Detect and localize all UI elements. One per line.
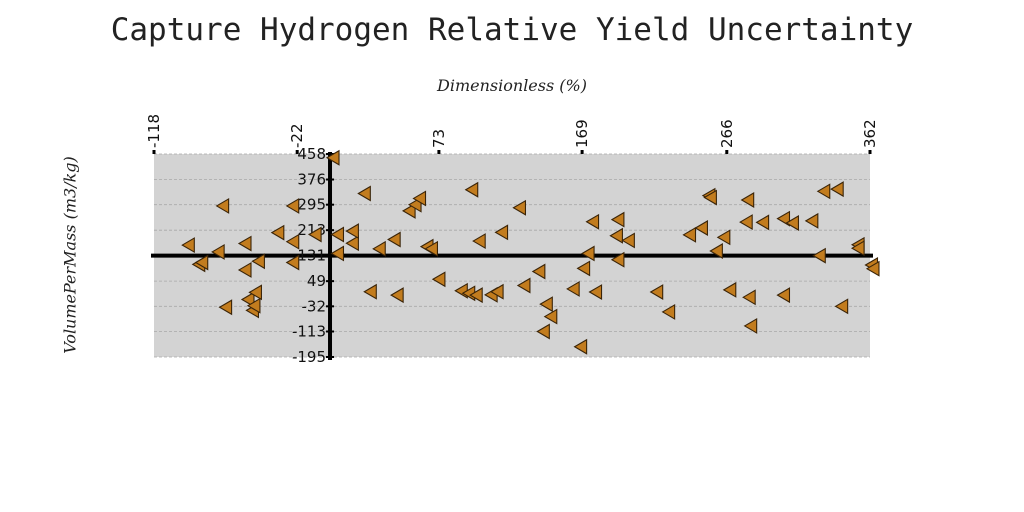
data-point: [739, 214, 753, 231]
data-point: [709, 243, 723, 259]
y-tick-label: 295: [297, 196, 326, 214]
data-point: [694, 220, 708, 236]
data-point: [285, 197, 300, 214]
y-tick-label: -195: [292, 348, 326, 366]
data-point: [330, 226, 345, 243]
data-point: [489, 283, 504, 300]
data-point: [536, 323, 550, 340]
data-point: [494, 224, 509, 241]
data-point: [516, 277, 531, 294]
data-point: [585, 213, 600, 230]
x-tick-label: -118: [145, 114, 163, 148]
data-point: [325, 149, 340, 166]
data-point: [194, 254, 209, 271]
data-point: [850, 240, 865, 257]
data-point: [345, 223, 359, 240]
data-point: [464, 181, 479, 198]
x-tick-label: 362: [861, 119, 879, 148]
data-point: [237, 261, 252, 278]
data-point: [424, 240, 439, 257]
data-point: [816, 183, 831, 200]
data-point: [682, 226, 697, 243]
data-point: [531, 263, 546, 280]
data-point: [387, 231, 401, 248]
data-point: [251, 253, 265, 270]
data-point: [609, 227, 623, 244]
data-point: [357, 185, 371, 202]
data-point: [804, 212, 819, 229]
data-point: [401, 202, 416, 219]
data-point: [661, 303, 676, 320]
data-point: [246, 297, 261, 314]
data-point: [218, 299, 233, 316]
data-point: [472, 233, 486, 250]
data-point: [181, 237, 195, 254]
x-tick-label: 266: [718, 119, 736, 148]
data-point: [610, 251, 625, 268]
data-point: [566, 280, 580, 297]
data-point: [716, 229, 731, 246]
data-point: [215, 197, 230, 214]
data-point: [543, 308, 558, 325]
data-point: [211, 243, 225, 260]
data-point: [412, 190, 427, 207]
x-axis-label: Dimensionless (%): [437, 76, 587, 95]
y-tick-label: 49: [307, 272, 326, 290]
data-point: [539, 296, 553, 313]
x-tick-label: 169: [573, 119, 591, 148]
chart-title: Capture Hydrogen Relative Yield Uncertai…: [110, 12, 914, 48]
y-tick-label: 458: [297, 145, 326, 163]
data-point: [469, 287, 483, 304]
data-point: [776, 210, 791, 227]
data-point: [865, 260, 880, 277]
data-point: [363, 283, 377, 300]
data-point: [755, 214, 770, 231]
data-point: [703, 189, 717, 206]
data-point: [345, 235, 359, 252]
data-point: [812, 247, 826, 264]
data-point: [743, 317, 758, 334]
data-point: [390, 287, 404, 304]
x-tick-label: -22: [288, 124, 306, 149]
x-tick-label: 73: [430, 129, 448, 148]
data-point: [776, 287, 791, 304]
y-tick-label: -32: [302, 297, 327, 315]
data-point: [285, 254, 300, 271]
data-point: [308, 226, 322, 243]
data-point: [830, 181, 844, 198]
grid-lines: [154, 153, 870, 358]
data-point: [270, 224, 285, 241]
data-point: [240, 291, 255, 308]
data-point: [580, 245, 595, 262]
data-point: [576, 260, 591, 277]
y-tick-label: 376: [297, 170, 326, 188]
data-point: [742, 289, 756, 306]
data-point: [330, 245, 345, 262]
data-point: [512, 199, 527, 216]
y-tick-label: -113: [292, 323, 326, 341]
data-point: [285, 233, 300, 250]
data-point: [740, 192, 755, 208]
data-point: [649, 284, 664, 300]
data-point: [834, 298, 849, 315]
data-point: [372, 240, 386, 257]
data-point: [573, 338, 588, 355]
data-point: [722, 281, 737, 298]
y-tick-label: 131: [297, 247, 326, 265]
data-point: [610, 211, 625, 228]
data-point: [431, 271, 446, 288]
data-point: [248, 284, 262, 301]
data-point: [588, 284, 603, 300]
data-point: [785, 215, 799, 231]
data-point: [621, 232, 635, 249]
data-point: [237, 235, 252, 252]
data-points: [181, 149, 880, 355]
